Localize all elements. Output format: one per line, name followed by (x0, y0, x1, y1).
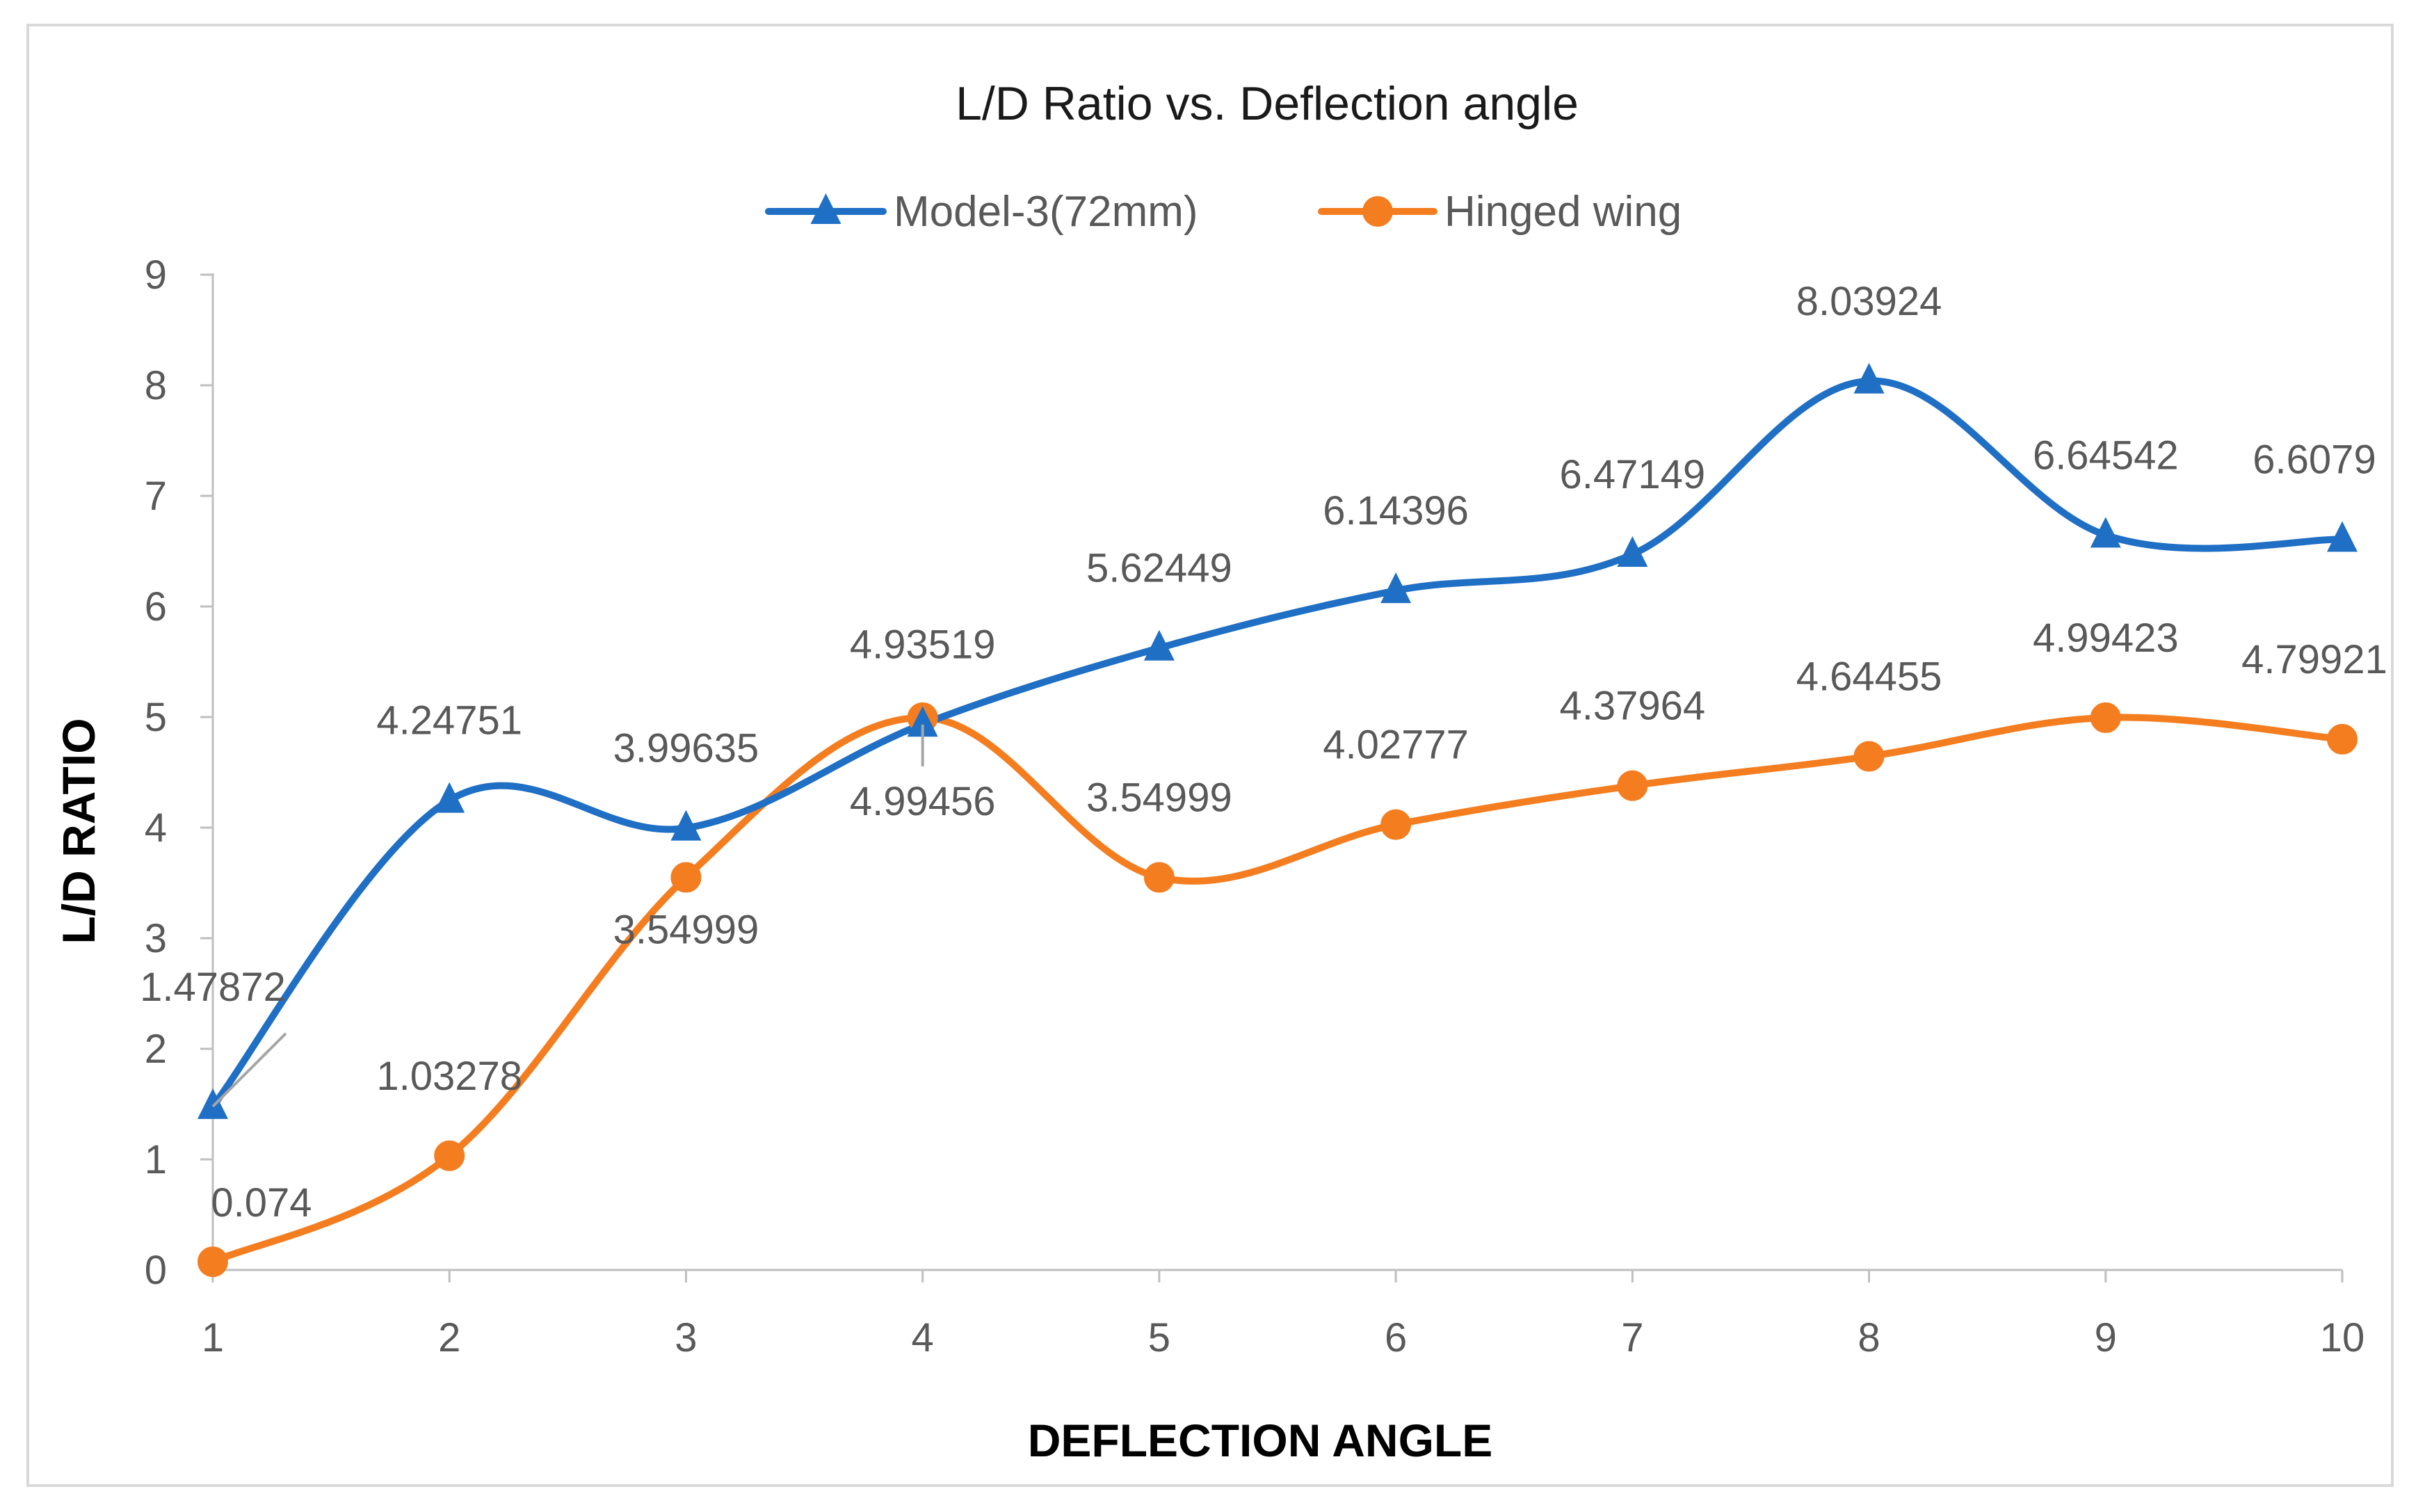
x-tick-label: 3 (675, 1315, 697, 1360)
model-3-point (670, 810, 702, 841)
model-3-data-label: 1.47872 (140, 965, 286, 1010)
model-3-data-label: 6.47149 (1560, 452, 1706, 497)
y-axis-ticks: 0 1 2 3 4 5 6 7 8 9 (145, 252, 214, 1293)
y-tick-label: 2 (145, 1027, 167, 1072)
x-tick-label: 9 (2095, 1315, 2117, 1360)
model-3-point (2327, 521, 2358, 552)
hinged-wing-point (434, 1140, 465, 1171)
x-tick-label: 5 (1148, 1315, 1170, 1360)
hinged-wing-point (1380, 809, 1412, 840)
hinged-wing-legend-marker (1362, 196, 1393, 227)
y-tick-label: 1 (145, 1137, 167, 1182)
model-3-series-line (209, 377, 2346, 1110)
hinged-wing-data-label: 4.99423 (2033, 616, 2179, 661)
hinged-wing-point (670, 862, 702, 893)
model-3-data-label: 6.64542 (2033, 433, 2179, 478)
hinged-wing-data-label: 3.54999 (613, 908, 759, 953)
model-3-point (198, 1088, 228, 1119)
model-3-point (434, 782, 465, 813)
y-tick-label: 4 (145, 805, 167, 851)
data-labels: 1.47872 4.24751 3.99635 4.93519 5.62449 6.143… (140, 279, 2387, 1225)
hinged-wing-point (198, 1246, 228, 1278)
x-tick-label: 7 (1621, 1315, 1643, 1360)
model-3-data-label: 4.24751 (376, 698, 522, 743)
hinged-wing-data-label: 0.074 (211, 1180, 312, 1225)
x-axis: 1 2 3 4 5 6 7 8 9 10 (202, 1269, 2365, 1360)
hinged-wing-data-label: 1.03278 (376, 1054, 522, 1099)
hinged-wing-data-label: 4.99456 (850, 779, 996, 824)
hinged-wing-series-line (209, 714, 2346, 1266)
hinged-wing-point (2090, 702, 2121, 733)
model-3-data-label: 6.14396 (1323, 488, 1469, 533)
model-3-point (2090, 517, 2121, 548)
chart-title: L/D Ratio vs. Deflection angle (956, 77, 1579, 130)
model-3-data-label: 6.6079 (2253, 437, 2376, 482)
x-tick-label: 4 (912, 1315, 934, 1360)
y-tick-label: 5 (145, 695, 167, 740)
y-tick-label: 7 (145, 474, 167, 519)
y-tick-label: 3 (145, 916, 167, 961)
model-3-data-label: 8.03924 (1796, 279, 1942, 324)
y-axis-title: L/D RATIO (53, 718, 104, 944)
hinged-wing-data-label: 4.79921 (2241, 637, 2387, 682)
y-tick-label: 8 (145, 363, 167, 408)
hinged-wing-point (2327, 723, 2358, 755)
hinged-wing-data-label: 4.37964 (1560, 684, 1706, 729)
legend: Model-3(72mm) Hinged wing (765, 188, 1682, 236)
leader-line (211, 1032, 287, 1108)
y-tick-label: 0 (145, 1248, 167, 1293)
hinged-wing-data-label: 3.54999 (1086, 775, 1232, 821)
series-group (198, 362, 2358, 1278)
x-tick-label: 8 (1858, 1315, 1880, 1360)
x-axis-title: DEFLECTION ANGLE (1028, 1415, 1493, 1466)
model-3-point (1853, 362, 1885, 394)
model-3-point (1143, 629, 1175, 661)
y-tick-label: 6 (145, 584, 167, 629)
hinged-wing-data-label: 4.64455 (1796, 654, 1942, 700)
hinged-wing-point (1143, 862, 1175, 893)
hinged-wing-legend-label: Hinged wing (1444, 188, 1682, 236)
model-3-data-label: 3.99635 (613, 726, 759, 771)
x-tick-label: 6 (1385, 1315, 1407, 1360)
hinged-wing-point (1853, 741, 1885, 772)
model-3-point (1380, 572, 1412, 604)
chart-border (26, 24, 2394, 1487)
hinged-wing-data-label: 4.02777 (1323, 723, 1469, 768)
model-3-point (907, 706, 938, 737)
x-tick-label: 2 (438, 1315, 460, 1360)
model-3-legend-marker (810, 193, 841, 224)
model-3-point (1617, 536, 1648, 568)
hinged-wing-point (1617, 770, 1648, 801)
x-tick-label: 1 (202, 1315, 224, 1360)
model-3-legend-label: Model-3(72mm) (894, 188, 1198, 236)
y-tick-label: 9 (145, 252, 167, 298)
model-3-data-label: 5.62449 (1086, 546, 1232, 591)
x-tick-label: 10 (2320, 1315, 2365, 1360)
model-3-data-label: 4.93519 (850, 622, 996, 667)
